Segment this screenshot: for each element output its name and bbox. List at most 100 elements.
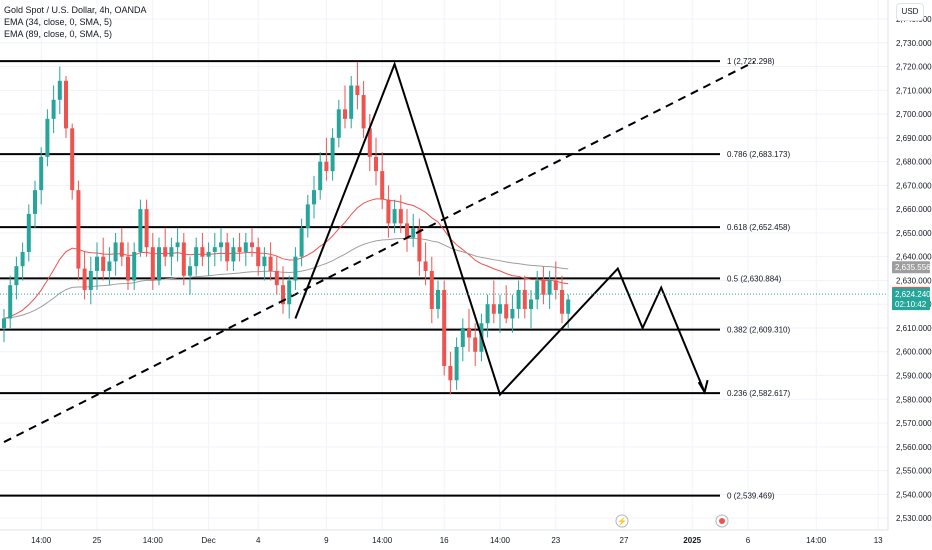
candle [274,256,279,295]
candle [553,261,558,300]
candle-body [324,161,329,172]
y-tick-label: 2,670.000 [896,181,932,190]
x-tick-label: 14:00 [31,536,52,545]
candle [436,280,440,319]
y-tick-label: 2,630.000 [896,276,932,285]
candle [231,237,236,271]
candle-body [256,247,261,267]
candle-body [163,247,168,257]
candle [237,232,242,262]
y-tick-label: 2,570.000 [896,419,932,428]
candle-body [33,190,37,214]
candle-body [274,270,279,286]
y-tick-label: 2,600.000 [896,348,932,357]
candle-body [467,327,471,338]
candle [510,294,515,333]
candle-body [293,256,298,281]
candle [225,232,230,271]
candle-body [516,289,521,309]
candle-body [510,308,515,319]
event-flash-icon [615,514,629,528]
candle [39,147,44,205]
zigzag-projection [294,61,706,397]
candle [132,242,137,290]
candle [405,209,409,252]
candle [318,152,323,200]
x-tick-label: 9 [324,536,329,545]
x-tick-label: 23 [551,536,560,545]
x-tick-label: 27 [620,536,629,545]
y-tick-label: 2,610.000 [896,324,932,333]
candle [529,289,533,328]
candle-body [318,161,323,191]
candle [76,180,81,281]
x-tick-label: 6 [746,536,751,545]
ema-89-line [3,237,569,319]
candle-body [2,318,6,328]
candle-body [39,156,44,191]
candle-body [535,280,540,300]
candle [138,199,143,257]
candle [287,275,292,319]
candle [26,204,31,262]
last-price-label: 2,624.240 [895,290,931,299]
candle [157,237,161,286]
candle-body [206,251,211,257]
candle-body [113,242,118,262]
candle-body [553,280,558,290]
y-tick-label: 2,680.000 [896,158,932,167]
candle [504,285,509,324]
candle [423,242,428,286]
candle-body [473,337,478,352]
candle [119,228,124,267]
x-tick-label: 25 [93,536,102,545]
candle [324,137,329,181]
candle [51,85,56,134]
candle-body [212,247,217,252]
candle [454,337,459,390]
candle [57,66,62,115]
candle [169,237,174,276]
candle-body [380,171,385,200]
candle [349,76,354,129]
candle-body [237,247,242,252]
candle-body [566,299,571,314]
candle-body [529,299,533,309]
fib-level-label: 0.236 (2,582.617) [727,389,790,398]
candle [243,232,248,267]
y-tick-label: 2,720.000 [896,63,932,72]
candle-body [448,366,453,381]
candle-body [26,213,31,252]
symbol-title[interactable]: Gold Spot / U.S. Dollar, 4h, OANDA [4,5,147,15]
candle-body [398,209,403,224]
candle [20,242,25,281]
currency-button[interactable]: USD [896,3,924,21]
candle-body [343,109,347,119]
fib-level-label: 0.618 (2,652.458) [727,223,790,232]
candle [355,61,360,110]
y-tick-label: 2,690.000 [896,134,932,143]
candle-body [312,190,316,205]
candle [467,308,471,352]
candle [473,323,478,367]
y-tick-label: 2,580.000 [896,395,932,404]
candle-body [64,80,68,129]
candle [95,242,99,290]
candle-body [411,228,416,238]
fib-level-label: 0.382 (2,609.310) [727,326,790,335]
ema-34-label[interactable]: EMA (34, close, 0, SMA, 5) [4,17,113,27]
candle [281,266,285,314]
candle-body [336,109,341,138]
x-tick-label: Dec [201,536,215,545]
candle-body [268,256,273,271]
candle [374,137,378,186]
candle [560,275,564,324]
candle-body [436,289,440,309]
candle-body [429,270,434,309]
candle-body [175,242,180,248]
chart-legend: Gold Spot / U.S. Dollar, 4h, OANDA EMA (… [4,4,147,40]
candle-body [442,289,447,367]
ema-89-label[interactable]: EMA (89, close, 0, SMA, 5) [4,29,113,39]
